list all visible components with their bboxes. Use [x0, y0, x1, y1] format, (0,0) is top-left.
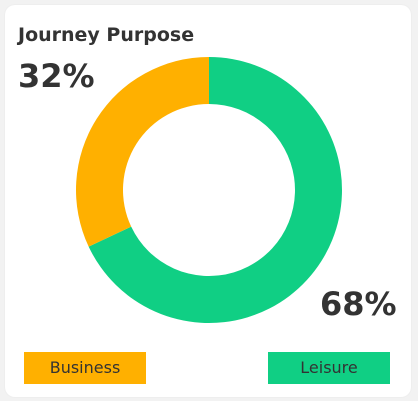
donut-slice-leisure[interactable] [88, 57, 342, 323]
business-percentage-label: 32% [18, 57, 95, 95]
donut-slice-business[interactable] [75, 57, 209, 247]
legend-leisure-button[interactable]: Leisure [268, 352, 390, 384]
legend-business-button[interactable]: Business [24, 352, 146, 384]
leisure-percentage-label: 68% [320, 285, 397, 323]
chart-title: Journey Purpose [18, 24, 195, 46]
